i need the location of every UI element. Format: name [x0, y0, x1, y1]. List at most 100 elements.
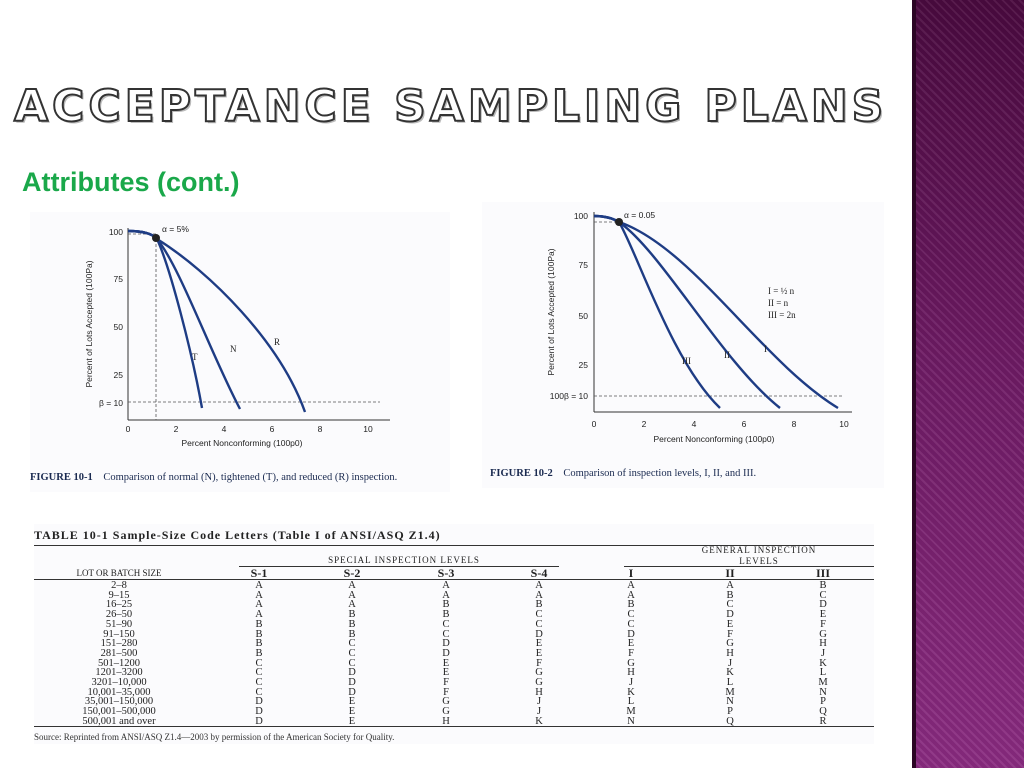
code-letter-cell: P — [727, 706, 733, 718]
figure1-caption-label: FIGURE 10-1 — [30, 472, 93, 483]
code-letter-cell: A — [535, 589, 543, 601]
code-letter-cell: H — [819, 638, 827, 650]
figure2-xtick: 6 — [742, 419, 747, 429]
code-letter-cell: A — [255, 599, 263, 611]
code-letter-cell: C — [348, 657, 356, 669]
figure1-alpha-label: α = 5% — [162, 224, 189, 234]
code-letter-cell: H — [627, 667, 635, 679]
code-letter-cell: B — [255, 618, 263, 630]
code-letter-cell: C — [255, 686, 263, 698]
code-letter-cell: B — [255, 638, 263, 650]
code-letter-cell: D — [627, 628, 635, 640]
code-letter-cell: C — [726, 599, 734, 611]
lot-size-cell: 501–1200 — [98, 657, 140, 669]
figure2-alpha-label: α = 0.05 — [624, 210, 655, 220]
code-letter-cell: G — [535, 677, 543, 688]
code-letter-cell: A — [348, 599, 356, 611]
code-letter-cell: E — [348, 715, 356, 727]
code-letter-cell: G — [535, 667, 543, 679]
code-letter-cell: N — [627, 715, 635, 727]
code-letter-cell: B — [348, 618, 356, 630]
code-letter-cell: G — [726, 638, 734, 650]
table-column-header: S-3 — [437, 566, 455, 580]
code-letter-cell: R — [819, 715, 827, 727]
figure2-ytick: 25 — [579, 360, 589, 370]
code-letter-cell: E — [535, 638, 543, 650]
lot-size-cell: 26–50 — [105, 609, 133, 621]
code-letter-cell: B — [819, 580, 827, 591]
figure1-curve-tightened — [127, 229, 204, 409]
code-letter-cell: K — [535, 715, 543, 727]
figure-oc-curves-inspection-levels: 100 75 50 25 100β = 10 0 2 4 6 8 10 Perc… — [482, 202, 884, 488]
code-letter-cell: C — [627, 609, 635, 621]
figure1-xtick: 6 — [270, 424, 275, 434]
code-letter-cell: B — [535, 599, 543, 611]
figure1-xtick: 8 — [318, 424, 323, 434]
figure2-curve-ii — [593, 214, 781, 409]
figure2-y-axis-label: Percent of Lots Accepted (100Pa) — [546, 248, 556, 375]
code-letter-cell: Q — [726, 715, 734, 727]
code-letter-cell: A — [255, 589, 263, 601]
figure2-legend-item: II = n — [768, 298, 789, 308]
table-top-rule — [34, 545, 874, 546]
table-column-header: S-2 — [343, 566, 361, 580]
figure2-caption-text: Comparison of inspection levels, I, II, … — [563, 468, 756, 479]
figure2-curve-iii — [593, 214, 721, 409]
figure2-curve-i — [593, 214, 839, 410]
code-letter-cell: F — [443, 686, 449, 698]
table-title: TABLE 10-1 Sample-Size Code Letters (Tab… — [34, 528, 441, 542]
code-letter-cell: D — [348, 686, 356, 698]
code-letter-cell: M — [725, 686, 735, 698]
code-letter-cell: B — [348, 609, 356, 621]
code-letter-cell: E — [535, 647, 543, 659]
special-header-rule — [239, 566, 559, 567]
figure1-x-axis-label: Percent Nonconforming (100p0) — [182, 438, 303, 448]
code-letter-cell: N — [726, 696, 734, 708]
code-letter-cell: C — [255, 657, 263, 669]
figure1-y-axis-label: Percent of Lots Accepted (100Pa) — [84, 260, 94, 387]
lot-size-cell: 2–8 — [111, 580, 127, 591]
table-column-header: II — [725, 566, 735, 580]
figure2-legend-item: III = 2n — [768, 310, 796, 320]
code-letter-cell: J — [536, 706, 542, 718]
code-letter-cell: D — [255, 696, 263, 708]
code-letter-cell: K — [726, 667, 734, 679]
figure1-caption-text: Comparison of normal (N), tightened (T),… — [103, 472, 397, 483]
code-letter-cell: D — [348, 677, 356, 688]
lot-size-cell: 51–90 — [105, 618, 133, 630]
lot-size-cell: 1201–3200 — [95, 667, 143, 679]
code-letter-cell: F — [536, 657, 542, 669]
lot-size-cell: 10,001–35,000 — [87, 686, 151, 698]
table-column-header: S-1 — [250, 566, 268, 580]
figure1-chart: 100 75 50 25 β = 10 0 2 4 6 8 10 Percent… — [30, 224, 397, 483]
lot-size-cell: 500,001 and over — [82, 715, 156, 727]
code-letter-cell: B — [627, 599, 635, 611]
code-letter-cell: B — [255, 647, 263, 659]
code-letter-cell: B — [348, 628, 356, 640]
code-letter-cell: C — [627, 618, 635, 630]
code-letter-cell: A — [348, 589, 356, 601]
code-letter-cell: J — [628, 677, 634, 688]
figure1-ytick: 25 — [114, 370, 124, 380]
code-letter-cell: A — [726, 580, 734, 591]
figure1-ytick: 75 — [114, 274, 124, 284]
code-letter-cell: D — [442, 638, 450, 650]
code-letter-cell: A — [255, 580, 263, 591]
table-column-header: S-4 — [530, 566, 548, 580]
general-levels-header: GENERAL INSPECTION — [701, 545, 817, 555]
figure1-xtick: 4 — [222, 424, 227, 434]
code-letter-cell: G — [442, 706, 450, 718]
code-letter-cell: D — [726, 609, 734, 621]
code-letter-cell: H — [535, 686, 543, 698]
slide-title: Acceptance Sampling Plans — [13, 80, 888, 133]
svg-text:FIGURE 10-2 Comparison o: FIGURE 10-2 Comparison of inspection lev… — [490, 468, 756, 479]
code-letter-cell: D — [819, 599, 827, 611]
code-letter-cell: E — [442, 657, 450, 669]
code-letter-cell: A — [255, 609, 263, 621]
lot-size-cell: 3201–10,000 — [91, 677, 147, 688]
code-letter-cell: A — [535, 580, 543, 591]
figure2-legend-item: I = ½ n — [768, 286, 795, 296]
code-letter-cell: E — [348, 696, 356, 708]
general-levels-header-2: LEVELS — [739, 556, 779, 566]
figure2-ytick: 75 — [579, 260, 589, 270]
